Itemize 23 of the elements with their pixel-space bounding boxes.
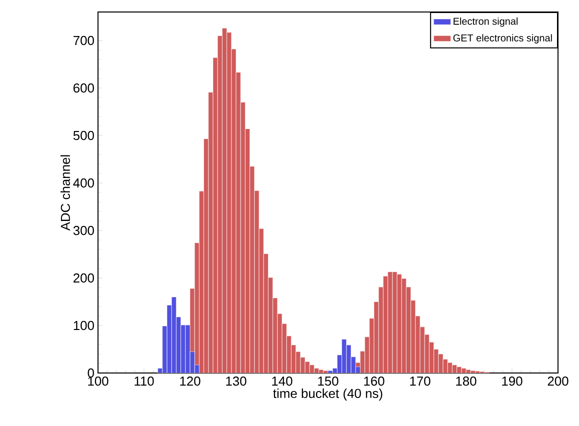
x-tick-label: 100 xyxy=(88,376,108,386)
y-tick-label: 700 xyxy=(74,36,94,46)
y-tick-label: 300 xyxy=(73,226,94,236)
x-tick-label: 130 xyxy=(226,376,246,386)
y-tick-label: 200 xyxy=(74,273,94,283)
y-tick-label: 400 xyxy=(73,178,94,188)
x-tick-label: 110 xyxy=(134,376,154,386)
legend-label: Electron signal xyxy=(454,17,518,27)
x-tick-label: 200 xyxy=(548,376,568,386)
legend-label: GET electronics signal xyxy=(453,34,552,44)
y-tick-label: 100 xyxy=(74,320,94,330)
y-tick-label: 0 xyxy=(88,368,94,378)
y-tick-label: 600 xyxy=(74,83,94,93)
x-tick-label: 150 xyxy=(318,376,338,386)
x-tick-label: 120 xyxy=(180,376,200,386)
x-tick-label: 190 xyxy=(502,376,522,386)
y-tick-label: 500 xyxy=(73,130,94,140)
x-axis-title: time bucket (40 ns) xyxy=(273,388,382,401)
x-tick-label: 170 xyxy=(410,376,430,386)
x-tick-label: 160 xyxy=(364,376,384,386)
y-axis-title: ADC channel xyxy=(60,155,70,231)
x-tick-label: 180 xyxy=(456,376,476,386)
x-tick-label: 140 xyxy=(272,376,292,386)
